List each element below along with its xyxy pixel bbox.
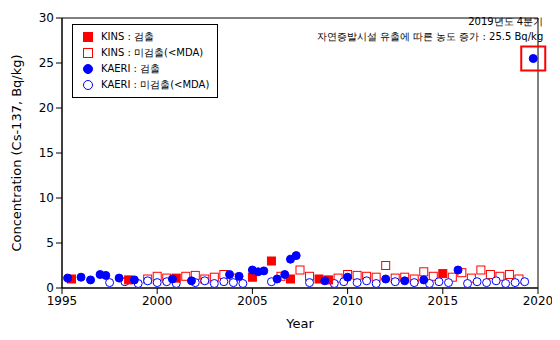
svg-text:2010: 2010 <box>332 294 363 308</box>
svg-text:30: 30 <box>39 11 54 25</box>
svg-text:2000: 2000 <box>142 294 173 308</box>
svg-text:2015: 2015 <box>428 294 459 308</box>
svg-text:2005: 2005 <box>237 294 268 308</box>
svg-text:5: 5 <box>46 236 54 250</box>
svg-text:1995: 1995 <box>47 294 78 308</box>
svg-text:2020: 2020 <box>523 294 552 308</box>
svg-text:25: 25 <box>39 56 54 70</box>
svg-text:15: 15 <box>39 146 54 160</box>
svg-text:Concentration (Cs-137, Bq/kg): Concentration (Cs-137, Bq/kg) <box>9 54 24 251</box>
html-text:KAERI : 미검출(<MDA): KAERI : 미검출(<MDA) <box>101 79 210 90</box>
svg-text:2019년도 4분기: 2019년도 4분기 <box>468 16 543 27</box>
html-text:KINS : 검출: KINS : 검출 <box>101 31 155 42</box>
svg-text:0: 0 <box>46 281 54 295</box>
svg-text:자연증발시설 유출에 따른 농도 증가 : 25.5 Bq/: 자연증발시설 유출에 따른 농도 증가 : 25.5 Bq/kg <box>317 31 544 42</box>
svg-text:Year: Year <box>285 316 314 331</box>
svg-text:10: 10 <box>39 191 54 205</box>
svg-text:20: 20 <box>39 101 54 115</box>
html-text:KAERI : 검출: KAERI : 검출 <box>101 63 161 74</box>
html-text:KINS : 미검출(<MDA): KINS : 미검출(<MDA) <box>101 47 204 58</box>
